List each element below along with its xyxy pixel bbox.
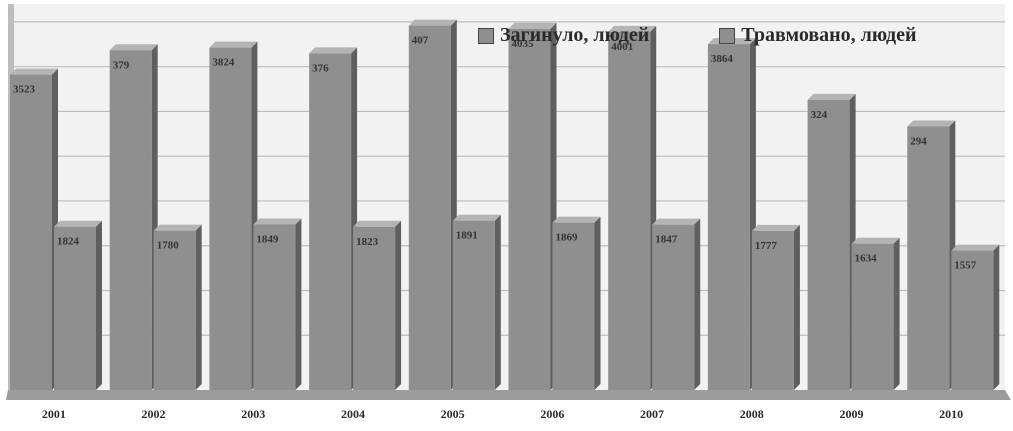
x-tick-label: 2005 [441,407,465,421]
data-label: 379 [113,59,130,71]
data-label: 294 [910,136,927,148]
bar-side [793,224,800,390]
bar-killed-2007 [608,31,651,390]
bar-top [552,216,601,223]
data-label: 3523 [13,84,36,96]
x-tick-label: 2010 [939,407,963,421]
data-label: 1557 [954,260,977,272]
x-tick-label: 2009 [839,407,863,421]
bar-injured-2002 [153,230,196,390]
data-label: 1634 [855,253,878,265]
bar-killed-2004 [309,53,352,391]
x-tick-label: 2002 [142,407,166,421]
x-tick-label: 2007 [640,407,664,421]
bar-top [309,47,358,54]
data-label: 1891 [456,230,478,242]
bar-side [195,224,202,390]
data-label: 1847 [655,234,678,246]
gridline-side [7,66,15,77]
bar-top [508,22,557,29]
data-label: 1824 [57,236,80,248]
bar-top [253,218,302,225]
bar-killed-2002 [109,50,152,390]
legend-swatch-injured [719,27,736,44]
data-label: 1780 [157,240,180,252]
bar-top [452,214,501,221]
x-tick-label: 2006 [540,407,564,421]
legend: Загинуло, людей Травмовано, людей [478,24,917,47]
bar-top [353,220,402,227]
plot-floor [6,390,1011,400]
bar-killed-2005 [408,25,451,391]
bar-top [54,220,102,227]
bar-killed-2003 [209,47,252,391]
bar-top [652,218,701,225]
x-tick-label: 2004 [341,407,365,421]
bar-top [608,25,657,32]
data-label: 3824 [212,57,235,69]
data-label: 3864 [711,53,734,65]
bar-side [494,214,501,390]
bar-side [395,220,402,390]
bar-top [408,19,457,26]
bar-top [807,93,856,100]
data-label: 1777 [755,240,778,252]
bar-top [751,224,800,231]
bar-top [951,244,1000,251]
bar-injured-2005 [452,220,495,390]
legend-label-killed: Загинуло, людей [500,24,650,46]
bar-top [907,120,956,127]
gridline-side [7,21,15,33]
x-tick-label: 2008 [740,407,764,421]
bar-top [10,68,58,75]
data-label: 4035 [512,38,535,50]
bar-injured-2010 [951,250,994,390]
bar-top [109,44,158,51]
x-tick-label: 2001 [42,407,66,421]
data-label: 407 [412,35,429,47]
bar-side [96,220,102,390]
bar-injured-2008 [751,230,794,390]
bar-side [594,216,601,390]
bar-injured-2004 [353,226,396,390]
bar-top [209,41,258,48]
bar-top [153,224,202,231]
data-label: 1849 [256,233,279,245]
bar-side [993,244,1000,390]
data-label: 4001 [611,41,633,53]
bar-injured-2009 [851,243,894,390]
data-label: 1823 [356,236,379,248]
legend-label-injured: Травмовано, людей [741,24,917,46]
bar-injured-2001 [54,226,96,390]
data-label: 376 [312,62,329,74]
legend-swatch-killed [478,27,494,44]
bar-injured-2006 [552,222,595,390]
bar-side [295,218,302,390]
bar-injured-2007 [652,224,695,390]
x-tick-label: 2003 [241,407,265,421]
bar-top [851,237,900,244]
bar-side [694,218,701,390]
bar-killed-2001 [10,74,52,391]
legend-item-injured: Травмовано, людей [719,24,917,47]
bar-side [893,237,900,390]
bar-injured-2003 [253,224,296,390]
data-label: 1869 [556,232,579,244]
bar-killed-2009 [807,99,850,390]
data-label: 324 [811,109,828,121]
bar-killed-2010 [907,126,950,390]
bar-killed-2006 [508,28,551,391]
bar-killed-2008 [707,44,750,391]
legend-item-killed: Загинуло, людей [478,24,649,47]
